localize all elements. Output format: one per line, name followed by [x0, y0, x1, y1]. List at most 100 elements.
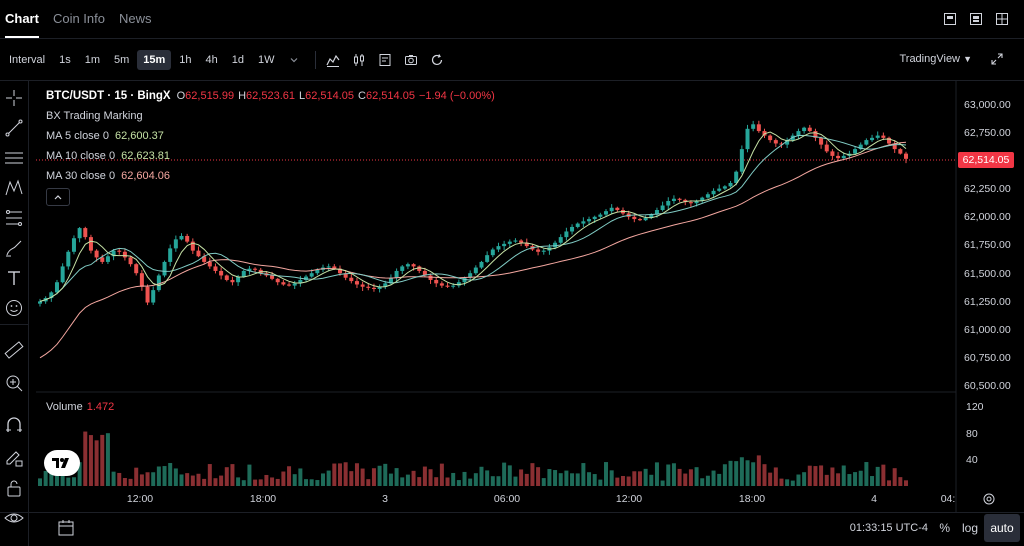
- volume-bar: [688, 469, 693, 486]
- log-scale-button[interactable]: log: [961, 521, 978, 535]
- candle-body: [887, 137, 892, 144]
- candle-body: [541, 250, 546, 252]
- price-tick: 61,750.00: [964, 239, 1011, 251]
- candle-body: [117, 250, 122, 252]
- percent-scale-button[interactable]: %: [939, 521, 950, 535]
- interval-1d[interactable]: 1d: [231, 54, 245, 66]
- text-icon[interactable]: [3, 267, 25, 289]
- candle-body: [377, 286, 382, 289]
- brush-icon[interactable]: [3, 237, 25, 259]
- volume-bar: [807, 465, 812, 486]
- refresh-icon[interactable]: [426, 49, 448, 71]
- top-tabs: Chart Coin Info News: [0, 0, 1024, 38]
- candle-body: [360, 284, 365, 287]
- indicators-icon[interactable]: [322, 49, 344, 71]
- volume-bar: [564, 470, 569, 486]
- ruler-icon[interactable]: [3, 339, 25, 361]
- candle-body: [490, 249, 495, 256]
- toolbar-separator: [314, 51, 316, 69]
- candle-body: [836, 155, 841, 159]
- chevron-down-icon[interactable]: [283, 49, 305, 71]
- eye-icon[interactable]: [3, 507, 25, 529]
- volume-bar: [773, 467, 778, 486]
- volume-bar: [490, 476, 495, 486]
- volume-label[interactable]: Volume: [46, 401, 83, 413]
- candle-body: [264, 273, 269, 276]
- volume-bar: [756, 455, 761, 486]
- clock-timezone[interactable]: 01:33:15 UTC-4: [849, 522, 928, 534]
- settings-icon[interactable]: [981, 491, 997, 507]
- lock-icon[interactable]: [3, 477, 25, 499]
- trend-line-icon[interactable]: [3, 117, 25, 139]
- pencil-lock-icon[interactable]: [3, 447, 25, 469]
- magnet-icon[interactable]: [3, 414, 25, 436]
- volume-bar: [422, 466, 427, 486]
- volume-bar: [371, 468, 376, 486]
- camera-icon[interactable]: [400, 49, 422, 71]
- volume-bar: [275, 478, 280, 486]
- crosshair-icon[interactable]: [3, 87, 25, 109]
- candle-body: [134, 264, 139, 274]
- volume-bar: [190, 475, 195, 486]
- volume-bar: [513, 476, 518, 486]
- tab-chart[interactable]: Chart: [5, 0, 39, 38]
- interval-1s[interactable]: 1s: [59, 54, 71, 66]
- ma5-value: 62,600.37: [114, 130, 164, 142]
- candle-body: [547, 247, 552, 251]
- volume-bar: [117, 472, 122, 486]
- pattern-icon[interactable]: [3, 177, 25, 199]
- volume-bar: [496, 476, 501, 486]
- interval-1m[interactable]: 1m: [84, 54, 100, 66]
- volume-bar: [83, 431, 88, 486]
- single-layout-icon[interactable]: [942, 11, 958, 27]
- volume-bar: [111, 471, 116, 486]
- grid-layout-icon[interactable]: [994, 11, 1010, 27]
- tradingview-logo[interactable]: [44, 450, 80, 476]
- volume-bar: [620, 475, 625, 486]
- interval-15m[interactable]: 15m: [137, 50, 172, 70]
- interval-1w[interactable]: 1W: [258, 54, 275, 66]
- fullscreen-icon[interactable]: [990, 52, 1004, 66]
- candle-body: [247, 268, 252, 271]
- candle-body: [219, 270, 224, 276]
- volume-bar: [236, 477, 241, 486]
- fib-icon[interactable]: [3, 207, 25, 229]
- template-icon[interactable]: [374, 49, 396, 71]
- candle-body: [813, 131, 818, 138]
- candle-body: [151, 290, 156, 303]
- interval-5m[interactable]: 5m: [113, 54, 130, 66]
- interval-4h[interactable]: 4h: [205, 54, 218, 66]
- volume-bar: [219, 475, 224, 486]
- volume-bar: [332, 463, 337, 486]
- candle-body: [122, 251, 127, 258]
- horizontal-lines-icon[interactable]: [3, 147, 25, 169]
- volume-bar: [592, 474, 597, 486]
- ma30-label[interactable]: MA 30 close 0: [46, 170, 116, 182]
- volume-bar: [485, 470, 490, 486]
- auto-scale-button[interactable]: auto: [984, 514, 1020, 542]
- symbol-title[interactable]: BTC/USDT · 15 · BingX: [46, 90, 171, 102]
- volume-bar: [626, 476, 631, 486]
- candle-body: [881, 135, 886, 138]
- candle-body: [439, 283, 444, 286]
- candle-body: [371, 287, 376, 289]
- tab-coin-info[interactable]: Coin Info: [52, 11, 105, 26]
- ma10-label[interactable]: MA 10 close 0: [46, 150, 116, 162]
- candles-icon[interactable]: [348, 49, 370, 71]
- volume-bar: [434, 477, 439, 486]
- candle-body: [536, 249, 541, 252]
- tab-news[interactable]: News: [119, 11, 152, 26]
- calendar-icon[interactable]: [55, 517, 77, 539]
- interval-1h[interactable]: 1h: [179, 54, 192, 66]
- zoom-in-icon[interactable]: [3, 372, 25, 394]
- volume-bar: [405, 474, 410, 486]
- marking-label[interactable]: BX Trading Marking: [46, 110, 143, 122]
- provider-selector[interactable]: TradingView ▼: [899, 53, 972, 65]
- collapse-legend-button[interactable]: [46, 188, 70, 206]
- dual-layout-icon[interactable]: [968, 11, 984, 27]
- chart-toolbar: Interval 1s 1m 5m 15m 1h 4h 1d 1W: [0, 44, 1024, 76]
- volume-bar: [473, 473, 478, 486]
- emoji-icon[interactable]: [3, 297, 25, 319]
- ma5-label[interactable]: MA 5 close 0: [46, 130, 109, 142]
